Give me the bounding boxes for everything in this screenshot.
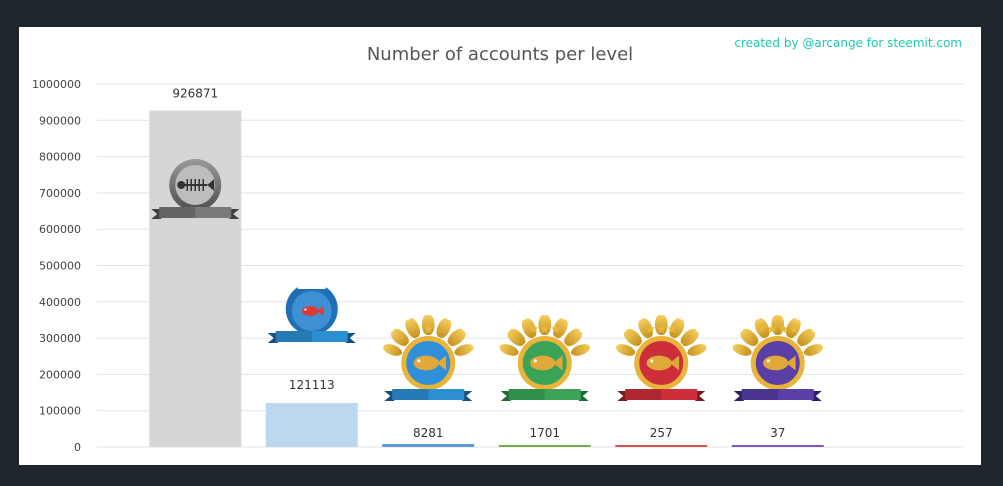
whale-badge-icon bbox=[615, 315, 707, 401]
y-axis-ticks: 0 100000 200000 300000 400000 500000 600000 700… bbox=[32, 78, 81, 454]
data-label: 257 bbox=[650, 426, 673, 440]
y-tick-label: 0 bbox=[74, 441, 81, 454]
data-label: 8281 bbox=[413, 426, 444, 440]
y-tick-label: 500000 bbox=[39, 260, 81, 273]
y-tick-label: 100000 bbox=[39, 405, 81, 418]
credit-text: created by @arcange for steemit.com bbox=[734, 36, 962, 50]
minnow-badge-icon bbox=[267, 283, 356, 343]
dolphin-badge-icon bbox=[382, 315, 474, 401]
bars bbox=[149, 110, 824, 447]
top-whale-badge-icon bbox=[732, 315, 824, 401]
bar bbox=[498, 445, 591, 447]
data-label: 121113 bbox=[289, 378, 335, 392]
y-tick-label: 300000 bbox=[39, 332, 81, 345]
gridlines bbox=[97, 83, 963, 448]
badges bbox=[151, 159, 824, 401]
data-label: 37 bbox=[770, 426, 785, 440]
bar bbox=[265, 403, 358, 447]
y-tick-label: 200000 bbox=[39, 368, 81, 381]
data-label: 1701 bbox=[529, 426, 560, 440]
data-labels: 926871 121113 8281 1701 257 37 bbox=[172, 87, 785, 440]
chart-panel: 0 100000 200000 300000 400000 500000 600000 700… bbox=[19, 27, 981, 465]
y-tick-label: 1000000 bbox=[32, 78, 81, 91]
y-tick-label: 400000 bbox=[39, 296, 81, 309]
bar-chart: 0 100000 200000 300000 400000 500000 600000 700… bbox=[32, 36, 963, 454]
y-tick-label: 700000 bbox=[39, 187, 81, 200]
chart-title: Number of accounts per level bbox=[367, 44, 633, 65]
bar bbox=[382, 443, 475, 447]
bar bbox=[615, 445, 708, 447]
y-tick-label: 600000 bbox=[39, 223, 81, 236]
data-label: 926871 bbox=[172, 87, 218, 101]
orca-badge-icon bbox=[499, 315, 591, 401]
y-tick-label: 900000 bbox=[39, 114, 81, 127]
plankton-badge-icon bbox=[151, 159, 240, 219]
bar bbox=[731, 445, 824, 447]
y-tick-label: 800000 bbox=[39, 151, 81, 164]
